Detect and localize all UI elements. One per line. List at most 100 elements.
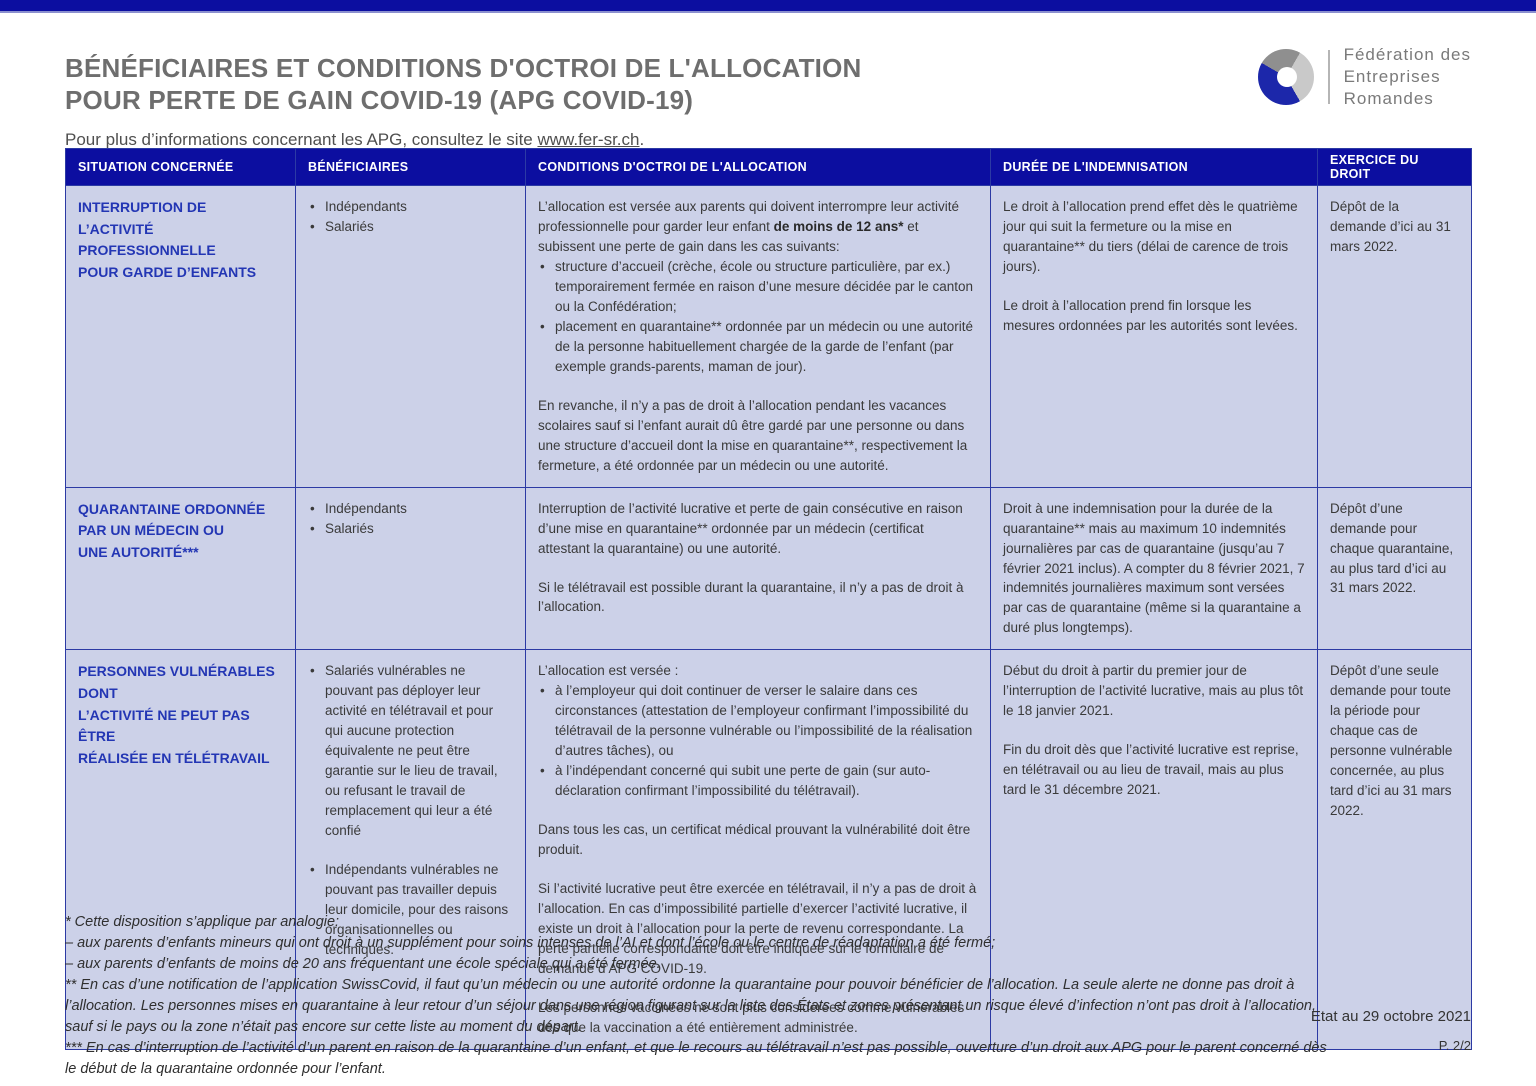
situation-line: POUR GARDE D’ENFANTS xyxy=(78,264,257,281)
text: L’allocation est versée aux parents qui … xyxy=(538,199,959,234)
text: Salariés xyxy=(325,218,374,234)
text: Salariés vulnérables ne pouvant pas dépl… xyxy=(325,663,498,839)
text: à l’employeur qui doit continuer de vers… xyxy=(555,683,973,759)
text: Dépôt de la demande d’ici au 31 mars 202… xyxy=(1330,199,1451,254)
top-brand-bar xyxy=(0,0,1536,13)
column-header: SITUATION CONCERNÉE xyxy=(65,148,296,186)
table-row: INTERRUPTION DE L’ACTIVITÉ PROFESSIONNELL… xyxy=(65,185,1472,488)
cell-paragraph: Le droit à l’allocation prend effet dès … xyxy=(1003,197,1305,277)
beneficiaires-cell: Salariés vulnérables ne pouvant pas dépl… xyxy=(295,649,526,1050)
page-header: BÉNÉFICIAIRES ET CONDITIONS D'OCTROI DE … xyxy=(65,52,1471,150)
allocation-table-wrapper: SITUATION CONCERNÉE BÉNÉFICIAIRES CONDITIO… xyxy=(65,148,1472,1050)
bullet-item: Salariés xyxy=(308,217,513,237)
logo-divider xyxy=(1327,50,1330,104)
bullet-item: à l’indépendant concerné qui subit une p… xyxy=(538,761,978,801)
text: Si l’activité lucrative peut être exercé… xyxy=(538,881,977,976)
org-name-line1: Fédération des xyxy=(1343,45,1471,64)
cell-paragraph: Fin du droit dès que l’activité lucrativ… xyxy=(1003,740,1305,800)
footnotes: * Cette disposition s’applique par analo… xyxy=(65,912,1337,1080)
text: Le droit à l’allocation prend effet dès … xyxy=(1003,199,1298,274)
text: et subissent une perte de gain dans les … xyxy=(538,218,919,254)
column-header: DURÉE DE L'INDEMNISATION xyxy=(990,148,1318,186)
table-row: QUARANTAINE ORDONNÉE PAR UN MÉDECIN OU UNE… xyxy=(65,486,1472,651)
beneficiaires-cell: Indépendants Salariés xyxy=(295,185,526,488)
text: L’allocation est versée : xyxy=(538,663,679,679)
org-name-line2: Entreprises xyxy=(1343,67,1441,86)
exercice-du-droit-cell: Dépôt d’une seule demande pour toute la … xyxy=(1317,649,1472,1050)
footnote: * Cette disposition s’applique par analo… xyxy=(65,914,340,930)
cell-paragraph: Si l’activité lucrative peut être exercé… xyxy=(538,879,978,979)
text: structure d’accueil (crèche, école ou st… xyxy=(555,258,973,314)
duree-indemnisation-cell: Le droit à l’allocation prend effet dès … xyxy=(990,185,1318,488)
cell-paragraph: Dépôt de la demande d’ici au 31 mars 202… xyxy=(1330,197,1459,257)
column-header: BÉNÉFICIAIRES xyxy=(295,148,526,186)
bold-text: de moins de 12 ans* xyxy=(773,218,904,234)
footnote: – aux parents d’enfants de moins de 20 a… xyxy=(65,956,661,972)
page-title: BÉNÉFICIAIRES ET CONDITIONS D'OCTROI DE … xyxy=(65,52,1471,116)
cell-paragraph: Dépôt d’une seule demande pour toute la … xyxy=(1330,661,1459,821)
duree-indemnisation-cell: Début du droit à partir du premier jour … xyxy=(990,649,1318,1050)
text: placement en quarantaine** ordonnée par … xyxy=(555,318,974,374)
org-logo: Fédération des Entreprises Romandes xyxy=(1257,44,1471,110)
cell-paragraph: Dans tous les cas, un certificat médical… xyxy=(538,820,978,860)
table-row: PERSONNES VULNÉRABLES DONT L’ACTIVITÉ NE … xyxy=(65,649,1472,1050)
cell-paragraph: Dépôt d’une demande pour chaque quaranta… xyxy=(1330,499,1459,599)
subtitle-text: Pour plus d’informations concernant les … xyxy=(65,130,538,149)
subtitle-period: . xyxy=(639,130,645,149)
cell-paragraph: L’allocation est versée aux parents qui … xyxy=(538,197,978,257)
situation-cell: QUARANTAINE ORDONNÉE PAR UN MÉDECIN OU UNE… xyxy=(65,486,296,651)
text: Interruption de l’activité lucrative et … xyxy=(538,500,963,556)
cell-paragraph: En revanche, il n’y a pas de droit à l’a… xyxy=(538,396,978,476)
org-name: Fédération des Entreprises Romandes xyxy=(1344,44,1471,110)
text: Indépendants xyxy=(325,500,407,516)
bullet-item: Salariés xyxy=(308,519,513,539)
bullet-item: structure d’accueil (crèche, école ou st… xyxy=(538,257,978,317)
text: Dépôt d’une seule demande pour toute la … xyxy=(1330,663,1453,819)
bullet-item: Indépendants xyxy=(308,499,513,519)
conditions-cell: L’allocation est versée : à l’employeur q… xyxy=(525,649,991,1050)
text: Le droit à l’allocation prend fin lorsqu… xyxy=(1003,297,1298,333)
footnote: – aux parents d’enfants mineurs qui ont … xyxy=(65,935,996,951)
allocation-table: SITUATION CONCERNÉE BÉNÉFICIAIRES CONDITIO… xyxy=(65,148,1472,1050)
text: Si le télétravail est possible durant la… xyxy=(538,579,964,615)
footnote: *** En cas d’interruption de l’activité … xyxy=(65,1040,1327,1077)
text: Début du droit à partir du premier jour … xyxy=(1003,663,1304,719)
situation-line: UNE AUTORITÉ*** xyxy=(78,543,199,560)
text: Indépendants xyxy=(325,199,407,214)
table-body: INTERRUPTION DE L’ACTIVITÉ PROFESSIONNELL… xyxy=(65,185,1472,1050)
cell-paragraph: Droit à une indemnisation pour la durée … xyxy=(1003,499,1305,639)
text: Fin du droit dès que l’activité lucrativ… xyxy=(1003,742,1299,798)
org-name-line3: Romandes xyxy=(1343,89,1434,108)
situation-cell: INTERRUPTION DE L’ACTIVITÉ PROFESSIONNELL… xyxy=(65,185,296,488)
beneficiaires-cell: Indépendants Salariés xyxy=(295,486,526,651)
footnote: ** En cas d’une notification de l’applic… xyxy=(65,977,1316,1035)
page-subtitle: Pour plus d’informations concernant les … xyxy=(65,130,1471,150)
text: Dans tous les cas, un certificat médical… xyxy=(538,822,971,858)
text: à l’indépendant concerné qui subit une p… xyxy=(555,763,931,799)
situation-line: INTERRUPTION DE L’ACTIVITÉ xyxy=(78,199,207,237)
exercice-du-droit-cell: Dépôt d’une demande pour chaque quaranta… xyxy=(1317,486,1472,651)
column-header: EXERCICE DU DROIT xyxy=(1317,148,1472,186)
bullet-item: Indépendants xyxy=(308,197,513,217)
situation-line: QUARANTAINE ORDONNÉE xyxy=(78,500,266,517)
table-header-row: SITUATION CONCERNÉE BÉNÉFICIAIRES CONDITIO… xyxy=(65,148,1472,186)
fer-website-link[interactable]: www.fer-sr.ch xyxy=(537,130,640,149)
bullet-item: Indépendants vulnérables ne pouvant pas … xyxy=(308,860,513,960)
text: Dépôt d’une demande pour chaque quaranta… xyxy=(1330,500,1454,596)
cell-paragraph: Le droit à l’allocation prend fin lorsqu… xyxy=(1003,296,1305,336)
text: Salariés xyxy=(325,520,374,536)
exercice-du-droit-cell: Dépôt de la demande d’ici au 31 mars 202… xyxy=(1317,185,1472,488)
bullet-item: à l’employeur qui doit continuer de vers… xyxy=(538,681,978,761)
text: Droit à une indemnisation pour la durée … xyxy=(1003,500,1305,636)
situation-line: PROFESSIONNELLE xyxy=(78,242,216,259)
column-header: CONDITIONS D'OCTROI DE L'ALLOCATION xyxy=(525,148,991,186)
conditions-cell: Interruption de l’activité lucrative et … xyxy=(525,486,991,651)
footer-page-number: P. 2/2 xyxy=(1438,1038,1471,1053)
duree-indemnisation-cell: Droit à une indemnisation pour la durée … xyxy=(990,486,1318,651)
situation-line: L’ACTIVITÉ NE PEUT PAS ÊTRE xyxy=(78,706,250,745)
situation-line: PERSONNES VULNÉRABLES DONT xyxy=(78,663,275,702)
footer-date: Etat au 29 octobre 2021 xyxy=(1310,1008,1471,1025)
bullet-item: Salariés vulnérables ne pouvant pas dépl… xyxy=(308,661,513,841)
cell-paragraph: Début du droit à partir du premier jour … xyxy=(1003,661,1305,721)
conditions-cell: L’allocation est versée aux parents qui … xyxy=(525,185,991,488)
